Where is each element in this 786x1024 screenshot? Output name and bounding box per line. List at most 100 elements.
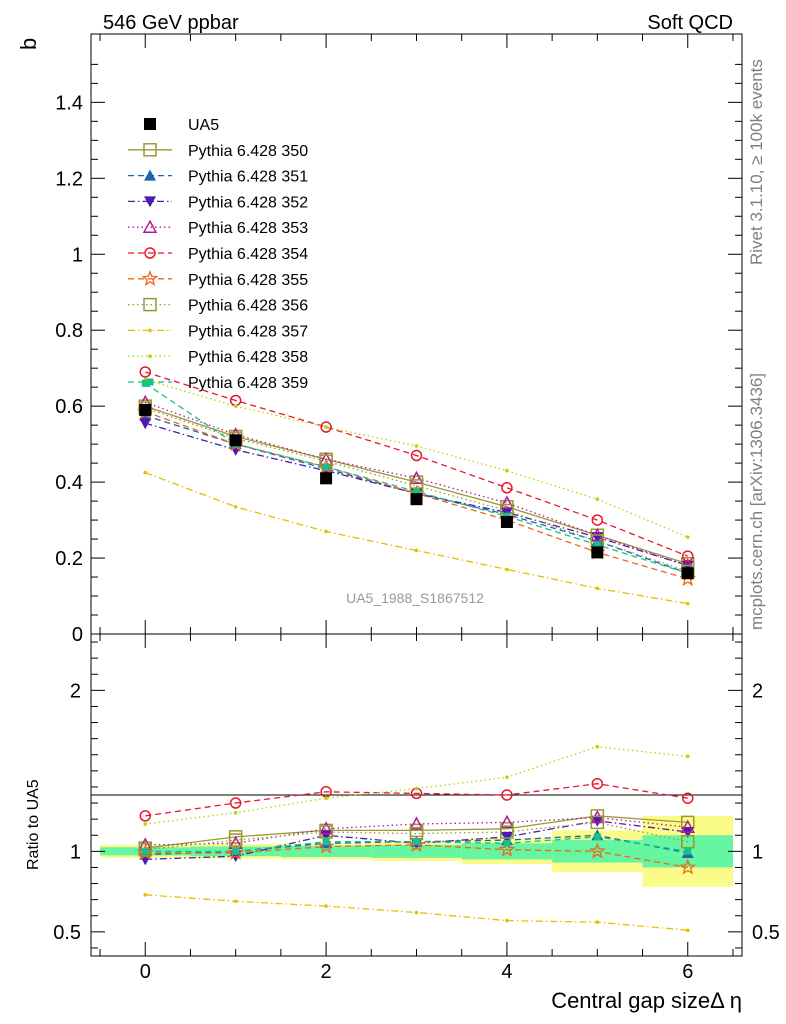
- data-point: [681, 567, 694, 580]
- ratio-series-7-point: [685, 928, 690, 933]
- legend-entry-7: Pythia 6.428 357: [128, 323, 308, 340]
- legend-marker-data: [144, 118, 156, 130]
- legend-label-3: Pythia 6.428 353: [188, 220, 308, 237]
- ratio-series-6-point: [138, 842, 152, 857]
- legend-label-4: Pythia 6.428 354: [188, 246, 308, 263]
- header-left-title: 546 GeV ppbar: [103, 12, 239, 34]
- legend-label-5: Pythia 6.428 355: [188, 272, 308, 289]
- main-series-4-point: [410, 449, 423, 462]
- ratio-series-7-point: [324, 904, 328, 908]
- ratio-series-3-point: [499, 814, 515, 829]
- ratio-series-9-point: [322, 838, 330, 846]
- legend-marker-3: [142, 219, 158, 233]
- legend-entry-4: Pythia 6.428 354: [128, 246, 308, 263]
- ratio-series-8-point: [233, 810, 238, 815]
- main-y-tick-label: 0: [72, 624, 83, 646]
- main-series-markers: [136, 366, 697, 606]
- main-series-7-point: [414, 548, 419, 553]
- main-series-9-point: [413, 488, 420, 496]
- ratio-series-7-point: [595, 920, 600, 924]
- ratio-series-9-point: [593, 833, 601, 841]
- legend-label-1: Pythia 6.428 351: [188, 169, 308, 186]
- band-inner-bin: [280, 845, 372, 857]
- legend-entry-data: UA5: [144, 117, 219, 134]
- ratio-series-7-point: [143, 893, 148, 897]
- ratio-series-8-point: [595, 744, 600, 749]
- ratio-y-tick-label-left: 1: [70, 841, 81, 863]
- band-inner-bin: [461, 843, 553, 860]
- x-tick-label: 4: [501, 961, 512, 983]
- ratio-uncertainty-band: [100, 815, 733, 887]
- legend-marker-0: [143, 143, 157, 157]
- main-series-8-point: [685, 535, 690, 539]
- legend-marker-2: [144, 196, 156, 208]
- main-series-7-point: [595, 586, 600, 591]
- x-tick-label: 0: [140, 961, 151, 983]
- ratio-axis-ticks: [91, 634, 742, 956]
- main-series-3-point: [499, 495, 515, 509]
- ratio-series-6-point: [228, 833, 243, 847]
- legend-entry-1: Pythia 6.428 351: [128, 169, 308, 186]
- main-series-7-point: [143, 470, 148, 475]
- legend-marker-4: [144, 247, 156, 259]
- ratio-series-5-point: [498, 840, 516, 857]
- main-series-8-point: [324, 425, 328, 429]
- legend-label-8: Pythia 6.428 358: [188, 349, 308, 366]
- ratio-series-3-point: [318, 821, 334, 835]
- main-y-tick-label: 0.6: [55, 396, 83, 418]
- main-series-line-8: [145, 378, 689, 538]
- main-series-8-point: [505, 468, 509, 473]
- legend-entry-6: Pythia 6.428 356: [128, 298, 308, 315]
- x-tick-label: 6: [682, 961, 693, 983]
- main-series-8-point: [233, 404, 238, 408]
- main-series-4-point: [139, 366, 151, 378]
- ratio-series-6-point: [500, 825, 514, 839]
- main-series-line-4: [145, 371, 689, 557]
- header-right-title: Soft QCD: [647, 12, 733, 34]
- legend-label-0: Pythia 6.428 350: [188, 143, 308, 160]
- ratio-series-7-point: [233, 899, 238, 904]
- main-series-8-point: [595, 497, 600, 501]
- legend: UA5 Pythia 6.428 350 Pythia 6.428 351 Pythi…: [128, 117, 308, 392]
- legend-marker-9: [146, 378, 154, 386]
- ratio-series-line-6: [145, 821, 688, 851]
- ratio-series-8-point: [324, 796, 328, 801]
- ratio-series-5-point: [679, 858, 697, 875]
- ratio-series-2-point: [320, 830, 333, 842]
- ratio-series-4-point: [682, 792, 694, 804]
- legend-marker-6: [143, 297, 157, 312]
- legend-entry-9: Pythia 6.428 359: [128, 375, 308, 392]
- legend-marker-8: [148, 354, 152, 359]
- ratio-series-9-point: [503, 839, 511, 847]
- mcplots-label: mcplots.cern.ch [arXiv:1306.3436]: [747, 373, 766, 630]
- ratio-tick-labels: 0.5 0.5 1 1 2 2 0 2 4 6: [53, 680, 780, 983]
- ratio-y-tick-label-right: 1: [752, 841, 763, 863]
- main-series-7-point: [685, 601, 690, 606]
- ratio-series-4-point: [591, 777, 604, 790]
- main-y-tick-label: 0.2: [55, 548, 83, 570]
- ratio-series-9-point: [684, 847, 692, 855]
- ratio-y-tick-label-right: 0.5: [752, 922, 780, 944]
- main-series-4-point: [591, 514, 604, 526]
- main-y-tick-label: 0.4: [55, 472, 83, 494]
- ratio-y-tick-label-left: 2: [70, 680, 81, 702]
- ratio-series-4-point: [501, 789, 513, 801]
- ratio-series-5-point: [227, 844, 244, 861]
- ratio-series-5-point: [317, 837, 335, 854]
- ratio-series-4-point: [139, 810, 151, 822]
- ratio-series-5-point: [589, 842, 606, 859]
- main-y-tick-label: 1.4: [55, 92, 83, 114]
- legend-entry-2: Pythia 6.428 352: [128, 194, 308, 211]
- legend-label-2: Pythia 6.428 352: [188, 194, 308, 211]
- ratio-series-6-point: [319, 825, 333, 839]
- data-point: [500, 515, 513, 528]
- main-series-8-point: [414, 444, 419, 448]
- ratio-series-8-point: [143, 822, 148, 826]
- legend-entry-0: Pythia 6.428 350: [128, 143, 308, 160]
- main-series-9-point: [593, 541, 601, 549]
- ratio-series-markers: [136, 744, 697, 933]
- ratio-series-9-point: [141, 847, 149, 855]
- ratio-series-8-point: [505, 775, 509, 780]
- main-series-7-point: [324, 529, 328, 534]
